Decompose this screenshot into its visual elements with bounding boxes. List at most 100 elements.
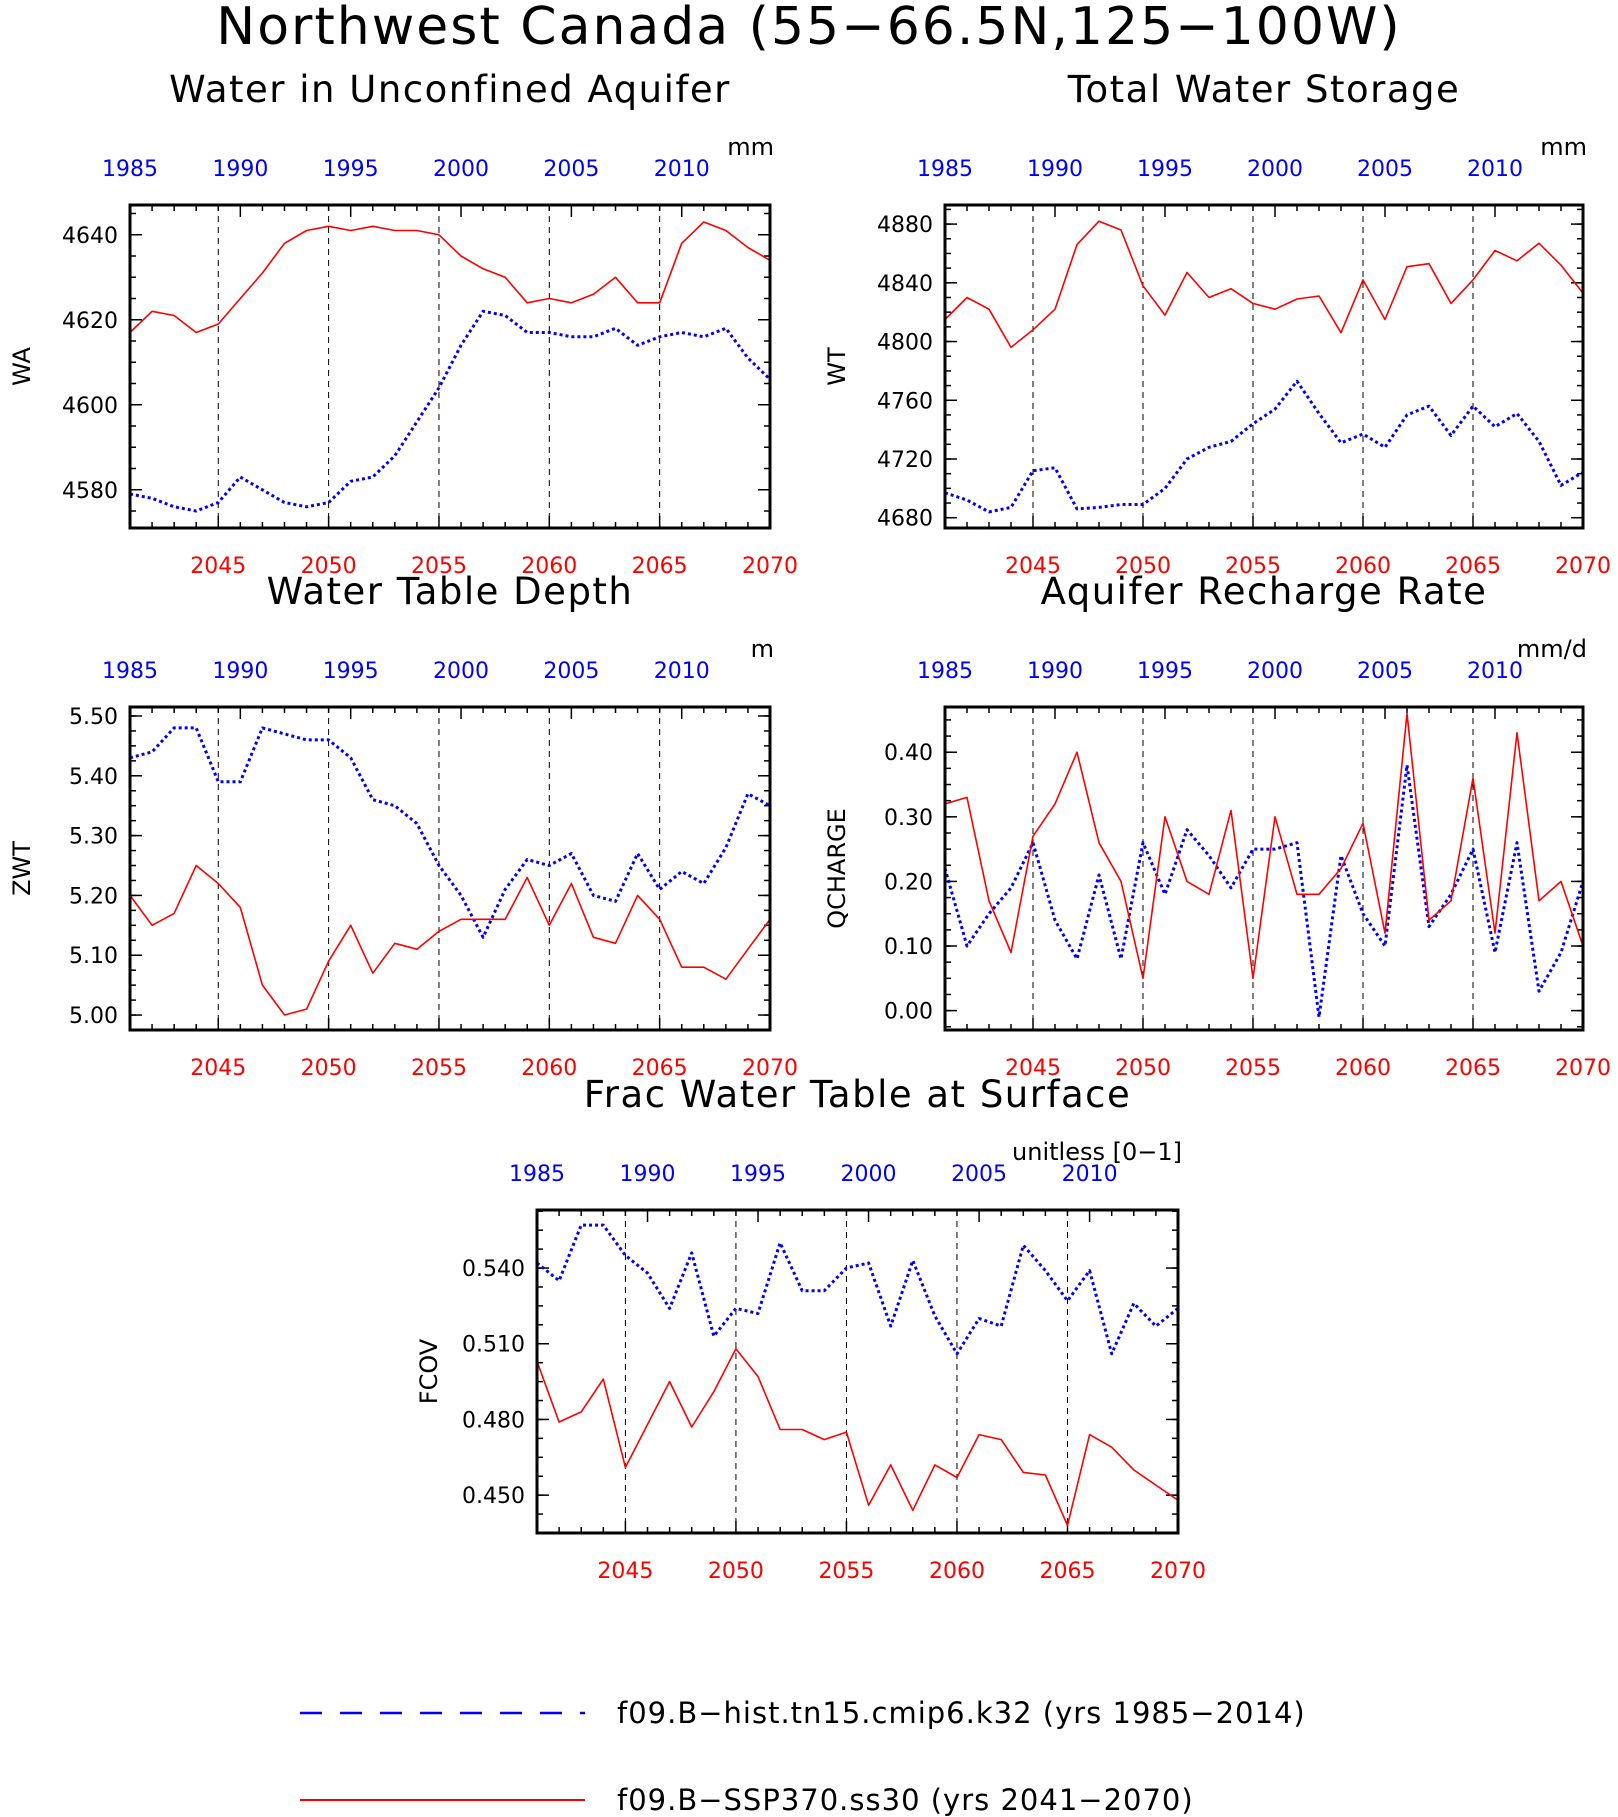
series-line-hist	[129, 309, 772, 513]
series-line-hist	[944, 379, 1584, 514]
x-tick-label-top: 1995	[1137, 659, 1193, 684]
x-tick-label-bottom: 2055	[1225, 554, 1281, 579]
x-tick-label-bottom: 2065	[632, 554, 688, 579]
panel-4: Aquifer Recharge Rate mm/d QCHARGE 0.00 0.10…	[823, 570, 1611, 1081]
x-tick-label-top: 1985	[102, 659, 158, 684]
units-label: unitless [0−1]	[1012, 1138, 1182, 1166]
x-tick-label-bottom: 2060	[521, 1056, 577, 1081]
x-tick-label-top: 2000	[433, 157, 489, 182]
x-tick-label-top: 1985	[102, 157, 158, 182]
series-line-ssp	[129, 864, 771, 1016]
y-tick-label: 0.20	[884, 870, 933, 895]
series-line-hist	[129, 726, 771, 939]
x-tick-label-top: 1990	[1027, 157, 1083, 182]
x-tick-label-bottom: 2045	[1005, 554, 1061, 579]
y-tick-label: 4680	[877, 507, 933, 532]
x-tick-label-bottom: 2065	[1445, 1056, 1501, 1081]
y-tick-label: 4620	[62, 309, 118, 334]
units-label: mm/d	[1517, 635, 1587, 663]
x-tick-label-top: 1995	[323, 659, 379, 684]
legend-label-ssp: f09.B−SSP370.ss30 (yrs 2041−2070)	[617, 1783, 1194, 1817]
units-label: m	[751, 635, 774, 663]
y-tick-label: 4800	[877, 331, 933, 356]
panels: Water in Unconfined Aquifer mm WA 4580 4600 4…	[8, 68, 1611, 1584]
x-tick-label-bottom: 2050	[301, 554, 357, 579]
y-tick-label: 0.40	[884, 741, 933, 766]
y-tick-label: 5.40	[69, 765, 118, 790]
series-line-ssp	[129, 221, 771, 334]
x-tick-label-bottom: 2050	[301, 1056, 357, 1081]
x-tick-label-top: 2005	[951, 1162, 1007, 1187]
x-tick-label-bottom: 2055	[1225, 1056, 1281, 1081]
x-tick-label-top: 2010	[1467, 157, 1523, 182]
x-tick-label-bottom: 2045	[597, 1559, 653, 1584]
x-tick-label-bottom: 2045	[1005, 1056, 1061, 1081]
x-tick-label-top: 2000	[1247, 157, 1303, 182]
panel-3: Water Table Depth m ZWT 5.00 5.10 5.20 5.30 5.4…	[8, 570, 798, 1081]
x-tick-label-bottom: 2060	[521, 554, 577, 579]
y-tick-label: 4760	[877, 389, 933, 414]
x-tick-label-bottom: 2065	[1039, 1559, 1095, 1584]
plot-frame	[943, 203, 1585, 530]
main-title: Northwest Canada (55−66.5N,125−100W)	[216, 0, 1401, 57]
y-axis-label: FCOV	[415, 1338, 443, 1404]
panel-2: Total Water Storage mm WT 4680 4720 4760 4800 4…	[823, 68, 1611, 579]
y-tick-label: 4840	[877, 272, 933, 297]
y-axis-label: ZWT	[8, 841, 36, 896]
x-tick-label-top: 1990	[212, 659, 268, 684]
plot-frame	[535, 1208, 1180, 1535]
x-tick-label-top: 2010	[654, 659, 710, 684]
y-tick-label: 0.540	[462, 1257, 525, 1282]
x-tick-label-bottom: 2055	[411, 554, 467, 579]
y-tick-label: 0.10	[884, 935, 933, 960]
x-tick-label-bottom: 2050	[708, 1559, 764, 1584]
x-tick-label-top: 2005	[543, 157, 599, 182]
x-tick-label-bottom: 2055	[411, 1056, 467, 1081]
x-tick-label-top: 1985	[509, 1162, 565, 1187]
y-tick-label: 4580	[62, 479, 118, 504]
x-tick-label-top: 1990	[1027, 659, 1083, 684]
panel-title: Aquifer Recharge Rate	[1041, 570, 1488, 613]
x-tick-label-bottom: 2045	[190, 1056, 246, 1081]
y-axis-label: QCHARGE	[823, 808, 851, 929]
x-tick-label-top: 2010	[1467, 659, 1523, 684]
y-tick-label: 5.30	[69, 825, 118, 850]
panel-title: Total Water Storage	[1067, 68, 1461, 111]
x-tick-label-top: 2000	[433, 659, 489, 684]
x-tick-label-bottom: 2060	[1335, 1056, 1391, 1081]
x-tick-label-bottom: 2055	[818, 1559, 874, 1584]
plot-frame	[943, 705, 1585, 1032]
x-tick-label-top: 1990	[620, 1162, 676, 1187]
panel-1: Water in Unconfined Aquifer mm WA 4580 4600 4…	[8, 68, 798, 579]
y-tick-label: 5.10	[69, 944, 118, 969]
y-tick-label: 5.00	[69, 1004, 118, 1029]
x-tick-label-bottom: 2070	[1555, 554, 1611, 579]
x-tick-label-bottom: 2060	[929, 1559, 985, 1584]
x-tick-label-top: 2010	[654, 157, 710, 182]
x-tick-label-bottom: 2065	[1445, 554, 1501, 579]
x-tick-label-top: 1995	[323, 157, 379, 182]
x-tick-label-bottom: 2070	[742, 1056, 798, 1081]
panel-title: Water in Unconfined Aquifer	[169, 68, 731, 111]
x-tick-label-bottom: 2050	[1115, 554, 1171, 579]
x-tick-label-top: 2005	[1357, 659, 1413, 684]
x-tick-label-top: 1990	[212, 157, 268, 182]
series-line-hist	[943, 763, 1585, 1019]
x-tick-label-top: 2005	[1357, 157, 1413, 182]
x-tick-label-bottom: 2050	[1115, 1056, 1171, 1081]
y-tick-label: 4640	[62, 224, 118, 249]
y-tick-label: 0.480	[462, 1408, 525, 1433]
y-tick-label: 4600	[62, 394, 118, 419]
y-tick-label: 0.00	[884, 1000, 933, 1025]
x-tick-label-bottom: 2070	[1555, 1056, 1611, 1081]
x-tick-label-top: 2000	[1247, 659, 1303, 684]
panel-title: Frac Water Table at Surface	[584, 1073, 1132, 1116]
y-tick-label: 0.30	[884, 806, 933, 831]
y-tick-label: 5.50	[69, 705, 118, 730]
x-tick-label-top: 1985	[917, 157, 973, 182]
panel-title: Water Table Depth	[267, 570, 634, 613]
series-line-hist	[536, 1223, 1179, 1356]
x-tick-label-top: 2010	[1062, 1162, 1118, 1187]
y-tick-label: 0.510	[462, 1333, 525, 1358]
